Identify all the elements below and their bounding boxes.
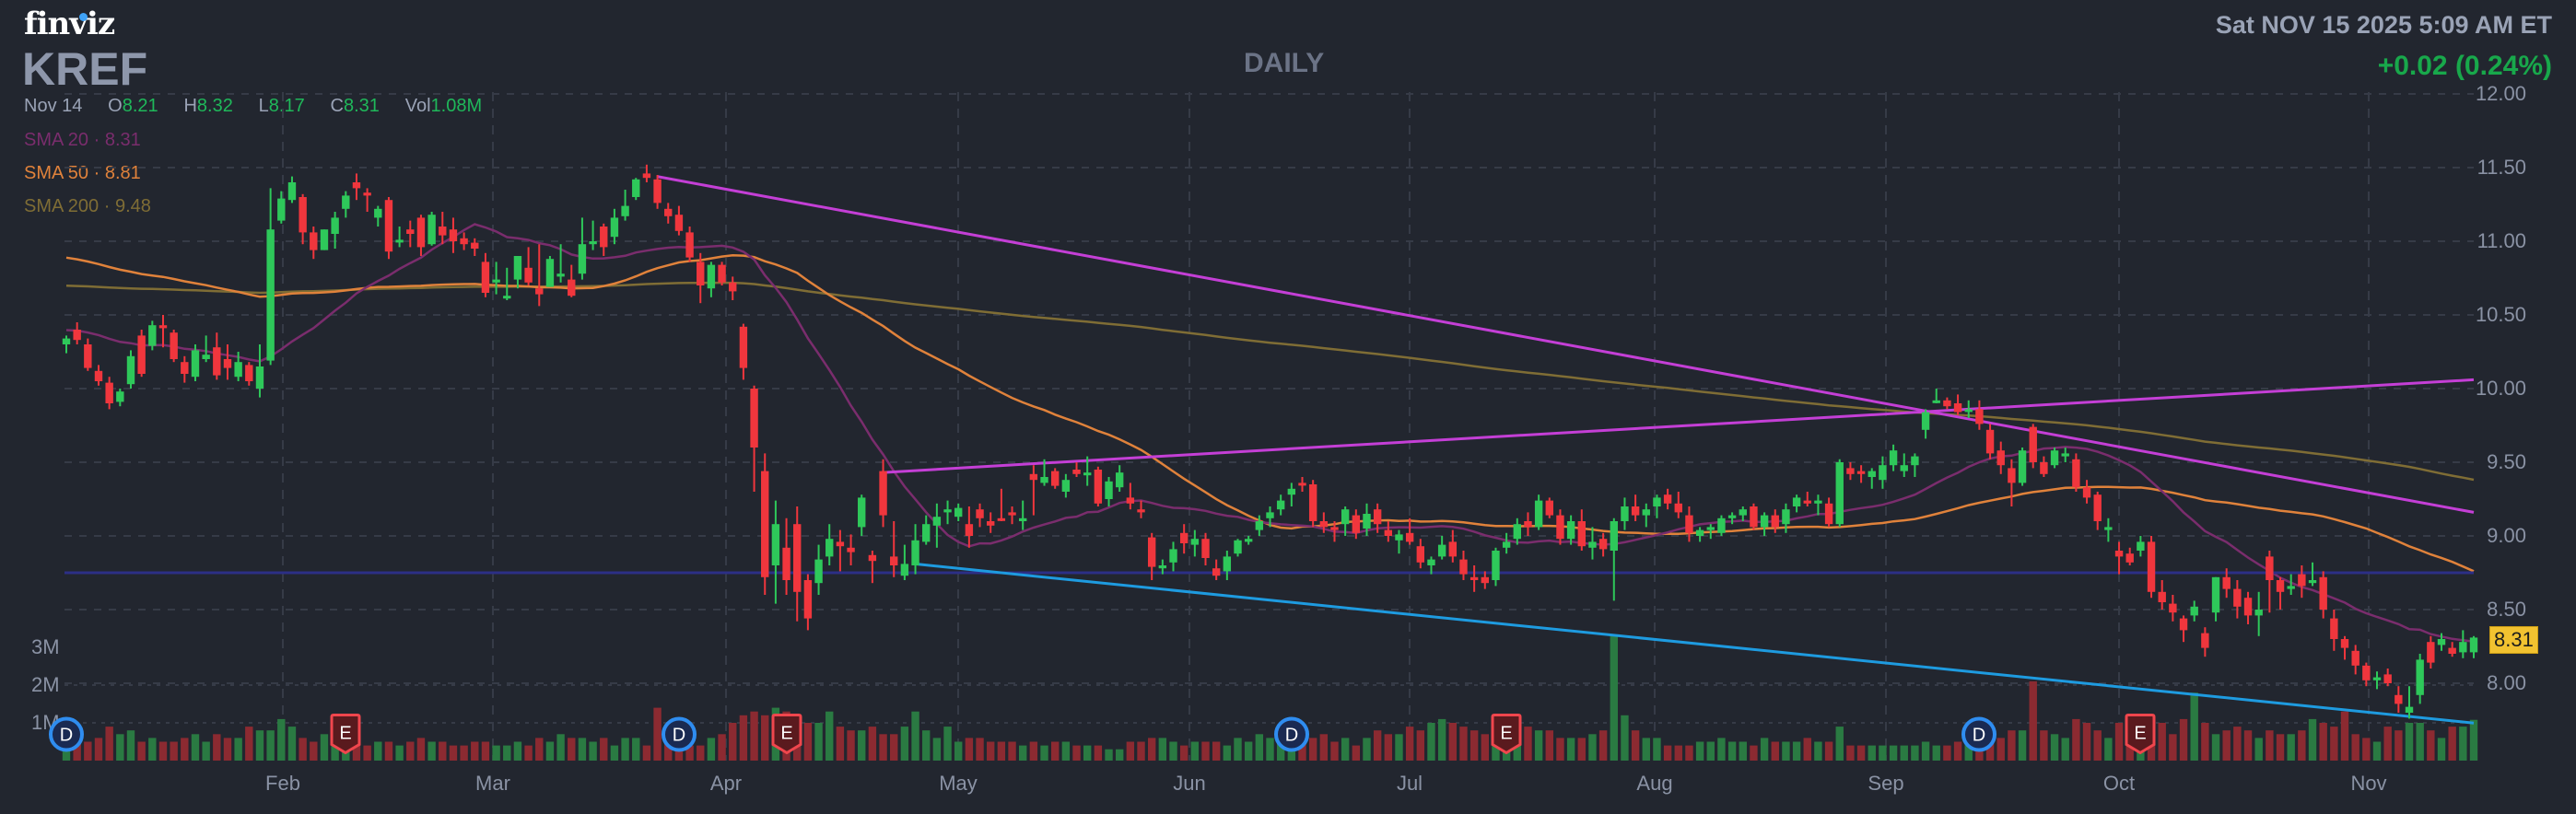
- dividend-icon[interactable]: D: [48, 716, 85, 758]
- svg-text:E: E: [340, 724, 352, 744]
- price-tick: 9.00: [2487, 524, 2526, 547]
- svg-text:D: D: [1973, 726, 1985, 746]
- price-tick: 11.50: [2476, 156, 2526, 179]
- svg-text:E: E: [780, 724, 792, 744]
- dividend-icon[interactable]: D: [1273, 716, 1310, 758]
- volume-label: Vol: [404, 96, 431, 116]
- price-tick: 12.00: [2475, 82, 2526, 105]
- svg-text:D: D: [60, 726, 73, 746]
- volume-tick: 3M: [31, 635, 60, 658]
- logo-text: finviz: [24, 6, 115, 42]
- earnings-icon[interactable]: E: [1490, 714, 1523, 761]
- month-tick: Feb: [265, 772, 300, 795]
- ohlc-legend: Nov 14 O 8.21 H 8.32 L 8.17 C 8.31 Vol 1.08M: [24, 96, 482, 117]
- high-label: H: [183, 96, 197, 116]
- month-tick: Jun: [1173, 772, 1206, 795]
- last-price-tag: 8.31: [2489, 626, 2538, 654]
- dividend-icon[interactable]: D: [1961, 716, 1997, 758]
- svg-text:E: E: [2135, 724, 2147, 744]
- dividend-icon[interactable]: D: [661, 716, 697, 758]
- month-tick: Nov: [2350, 772, 2387, 795]
- open-value: 8.21: [122, 96, 158, 116]
- low-value: 8.17: [268, 96, 305, 116]
- svg-text:D: D: [1285, 726, 1298, 746]
- month-tick: Sep: [1868, 772, 1904, 795]
- timeframe-label: DAILY: [1244, 48, 1325, 78]
- volume-tick: 2M: [31, 673, 60, 696]
- month-tick: May: [939, 772, 978, 795]
- datetime: Sat NOV 15 2025 5:09 AM ET: [2215, 11, 2552, 39]
- sma200-legend[interactable]: SMA 200 · 9.48: [24, 196, 151, 216]
- ticker-symbol: KREF: [22, 43, 148, 95]
- month-tick: Mar: [475, 772, 510, 795]
- finviz-logo[interactable]: finviz: [24, 6, 115, 42]
- earnings-icon[interactable]: E: [329, 714, 362, 761]
- high-value: 8.32: [196, 96, 233, 116]
- price-tick: 9.50: [2487, 450, 2526, 473]
- sma20-legend[interactable]: SMA 20 · 8.31: [24, 130, 141, 150]
- price-change: +0.02 (0.24%): [2377, 51, 2552, 81]
- earnings-icon[interactable]: E: [770, 714, 803, 761]
- low-label: L: [258, 96, 269, 116]
- svg-text:D: D: [673, 726, 685, 746]
- month-tick: Apr: [709, 772, 743, 795]
- open-label: O: [108, 96, 123, 116]
- price-tick: 11.00: [2476, 229, 2526, 252]
- month-tick: Oct: [2102, 772, 2136, 795]
- price-tick: 8.00: [2487, 671, 2526, 694]
- close-value: 8.31: [343, 96, 380, 116]
- month-tick: Aug: [1636, 772, 1673, 795]
- volume-value: 1.08M: [430, 96, 483, 116]
- price-tick: 8.50: [2487, 598, 2526, 621]
- svg-text:E: E: [1500, 724, 1512, 744]
- earnings-icon[interactable]: E: [2124, 714, 2157, 761]
- price-tick: 10.00: [2475, 377, 2526, 400]
- logo-dot-icon: [79, 13, 88, 21]
- close-label: C: [330, 96, 344, 116]
- ohlc-date: Nov 14: [24, 96, 83, 116]
- month-tick: Jul: [1396, 772, 1423, 795]
- price-tick: 10.50: [2475, 303, 2526, 326]
